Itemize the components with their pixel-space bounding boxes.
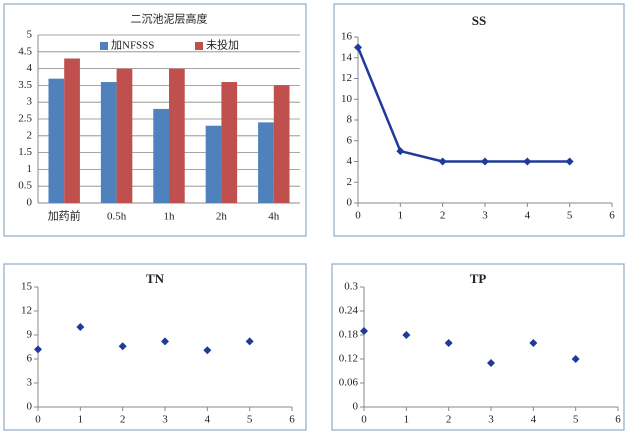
y-tick-label: 1.5 — [18, 146, 32, 158]
x-tick-label: 0 — [35, 414, 41, 426]
y-tick-label: 0 — [347, 197, 353, 209]
bar — [221, 82, 238, 203]
point — [402, 331, 411, 339]
legend-label: 加NFSSS — [111, 39, 154, 52]
x-tick-label: 2h — [216, 211, 228, 223]
y-tick-label: 12 — [21, 305, 32, 317]
chart-panel — [333, 3, 625, 237]
y-tick-label: 4 — [27, 62, 33, 74]
point — [481, 157, 489, 166]
point — [529, 339, 538, 347]
legend-label: 未投加 — [206, 38, 239, 52]
point — [161, 337, 169, 346]
x-tick-label: 6 — [609, 210, 615, 222]
y-tick-label: 0.12 — [339, 353, 358, 365]
point — [565, 157, 574, 166]
y-tick-label: 1 — [27, 163, 33, 175]
chart-title: 二沉池泥层高度 — [131, 12, 208, 26]
y-tick-label: 0.18 — [339, 329, 359, 341]
y-tick-label: 2 — [347, 176, 353, 188]
chart-title: TP — [470, 271, 487, 286]
point — [444, 339, 453, 347]
y-tick-label: 9 — [27, 329, 33, 341]
y-tick-label: 5 — [27, 29, 33, 41]
y-tick-label: 6 — [27, 353, 33, 365]
bar — [273, 85, 290, 203]
x-tick-label: 1 — [398, 210, 404, 222]
x-tick-label: 5 — [247, 414, 253, 426]
x-tick-label: 4 — [531, 414, 537, 426]
x-tick-label: 0 — [355, 210, 361, 222]
bar — [169, 68, 185, 203]
y-tick-label: 0 — [27, 197, 33, 209]
x-tick-label: 0 — [361, 414, 367, 426]
y-tick-label: 14 — [341, 51, 353, 63]
y-tick-label: 3 — [27, 377, 33, 389]
y-tick-label: 0.06 — [339, 377, 359, 389]
y-tick-label: 3.5 — [18, 79, 32, 91]
point — [360, 327, 368, 335]
x-tick-label: 加药前 — [48, 209, 81, 223]
x-tick-label: 3 — [488, 414, 494, 426]
bar — [205, 125, 222, 203]
legend-swatch — [195, 42, 203, 50]
chart-panel — [3, 263, 307, 431]
y-tick-label: 0.5 — [18, 180, 32, 192]
point — [438, 157, 447, 166]
bar — [116, 68, 133, 203]
x-tick-label: 6 — [615, 414, 621, 426]
y-tick-label: 0 — [27, 401, 33, 413]
chart-panel — [331, 263, 625, 431]
y-tick-label: 2 — [27, 129, 33, 141]
x-tick-label: 1 — [404, 414, 410, 426]
x-tick-label: 4 — [205, 414, 211, 426]
y-tick-label: 4 — [347, 155, 353, 167]
point — [571, 355, 580, 363]
point — [487, 359, 495, 367]
point — [118, 342, 127, 351]
y-tick-label: 16 — [341, 31, 353, 43]
legend-swatch — [100, 42, 108, 50]
y-tick-label: 6 — [347, 134, 353, 146]
point — [203, 346, 212, 355]
y-tick-label: 8 — [347, 114, 353, 126]
bar — [64, 58, 80, 203]
y-tick-label: 3 — [27, 96, 33, 108]
bar — [153, 108, 169, 203]
point — [245, 337, 254, 346]
bar — [100, 82, 117, 203]
x-tick-label: 2 — [120, 414, 126, 426]
y-tick-label: 15 — [21, 281, 33, 293]
chart-title: SS — [472, 13, 486, 28]
x-tick-label: 6 — [289, 414, 295, 426]
x-tick-label: 5 — [573, 414, 579, 426]
x-tick-label: 1h — [164, 211, 176, 223]
point — [354, 43, 362, 52]
x-tick-label: 1 — [78, 414, 84, 426]
bar — [258, 122, 274, 203]
y-tick-label: 12 — [341, 72, 352, 84]
point — [76, 323, 85, 331]
y-tick-label: 0.3 — [344, 281, 358, 293]
y-tick-label: 10 — [341, 93, 353, 105]
chart-title: TN — [146, 271, 165, 286]
point — [34, 345, 42, 354]
x-tick-label: 3 — [162, 414, 168, 426]
x-tick-label: 4h — [268, 211, 280, 223]
x-tick-label: 2 — [440, 210, 446, 222]
x-tick-label: 2 — [446, 414, 452, 426]
line — [356, 46, 570, 163]
y-tick-label: 4.5 — [18, 45, 32, 57]
point — [523, 157, 532, 166]
point — [396, 147, 405, 156]
y-tick-label: 0.24 — [339, 305, 359, 317]
x-tick-label: 0.5h — [107, 211, 127, 223]
y-tick-label: 2.5 — [18, 113, 32, 125]
y-tick-label: 0 — [353, 401, 359, 413]
x-tick-label: 4 — [525, 210, 531, 222]
bar — [48, 78, 65, 203]
x-tick-label: 3 — [482, 210, 488, 222]
x-tick-label: 5 — [567, 210, 573, 222]
